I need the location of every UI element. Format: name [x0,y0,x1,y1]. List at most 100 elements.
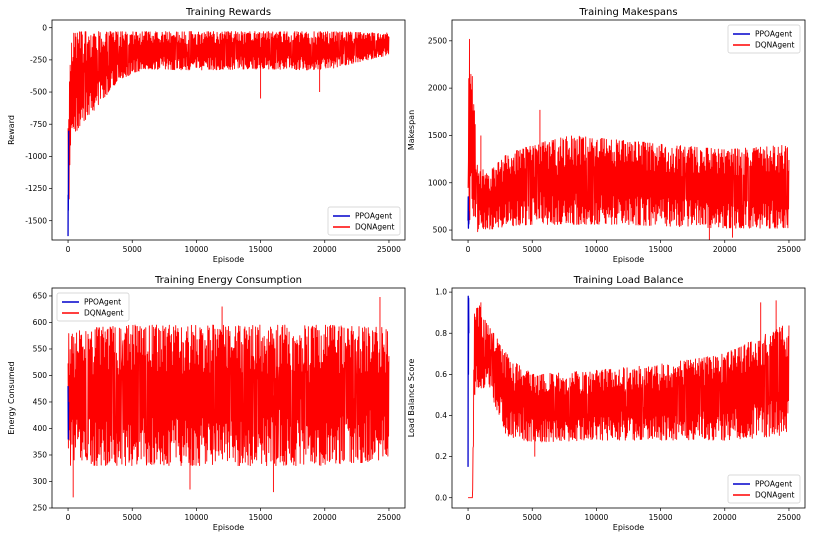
y-tick-label: 0.2 [435,452,447,461]
y-tick-label: -750 [30,120,47,129]
y-tick-label: 350 [33,451,48,460]
chart-panel-2: Training Energy Consumption Episode Energy… [7,275,406,532]
y-tick-label: 450 [33,398,48,407]
legend: PPOAgent DQNAgent [56,292,130,322]
y-axis-label: Load Balance Score [407,359,416,438]
legend: PPOAgent DQNAgent [727,24,801,54]
chart-title: Training Rewards [185,7,271,18]
y-tick-label: 1000 [428,178,447,187]
series-line-dqnagent [67,31,390,200]
y-tick-label: -500 [30,88,47,97]
legend-label: PPOAgent [84,298,121,307]
x-axis-label: Episode [613,523,644,532]
x-tick-label: 25000 [777,513,801,522]
y-tick-label: 0 [42,23,47,32]
x-tick-label: 5000 [523,513,542,522]
x-tick-label: 25000 [377,513,401,522]
x-tick-label: 0 [66,245,71,254]
y-tick-label: 500 [433,226,448,235]
series-line-dqnagent [467,300,790,499]
legend-label: DQNAgent [355,223,395,232]
x-tick-label: 5000 [523,245,542,254]
y-tick-label: -1500 [25,216,47,225]
chart-title: Training Load Balance [573,275,684,286]
legend-box [727,24,801,54]
y-tick-label: 0.4 [435,411,447,420]
x-tick-label: 20000 [713,245,737,254]
legend-label: PPOAgent [755,30,792,39]
series-line-ppoagent [467,196,470,229]
chart-panel-0: Training Rewards Episode Reward 0 5000 10000 1… [7,7,406,264]
axes-frame [451,287,806,509]
y-tick-label: 0.0 [435,493,447,502]
y-tick-label: 0.8 [435,329,447,338]
axes-frame [51,287,406,509]
legend: PPOAgent DQNAgent [327,206,401,236]
x-axis-label: Episode [213,255,244,264]
y-axis-label: Energy Consumed [7,361,16,434]
x-tick-label: 5000 [123,245,142,254]
x-tick-label: 20000 [713,513,737,522]
y-tick-label: 2500 [428,36,447,45]
y-tick-label: 300 [33,477,48,486]
y-tick-label: 500 [33,371,48,380]
legend-label: PPOAgent [755,480,792,489]
chart-title: Training Energy Consumption [154,275,302,286]
legend: PPOAgent DQNAgent [727,474,801,504]
y-tick-label: -250 [30,55,47,64]
x-tick-label: 5000 [123,513,142,522]
plot-area [67,297,390,498]
y-tick-label: 2000 [428,84,447,93]
x-tick-label: 15000 [249,245,273,254]
legend-label: DQNAgent [755,491,795,500]
legend-label: PPOAgent [355,212,392,221]
legend-box [56,292,130,322]
x-tick-label: 15000 [649,513,673,522]
series-line-ppoagent [67,130,70,237]
x-axis-label: Episode [213,523,244,532]
legend-label: DQNAgent [755,41,795,50]
x-tick-label: 20000 [313,245,337,254]
y-axis-label: Reward [7,115,16,145]
x-tick-label: 0 [466,513,471,522]
legend-box [327,206,401,236]
y-tick-label: 1500 [428,131,447,140]
axes-frame [51,19,406,241]
x-tick-label: 10000 [584,513,608,522]
series-line-ppoagent [467,295,470,467]
x-tick-label: 0 [466,245,471,254]
legend-label: DQNAgent [84,309,124,318]
series-line-ppoagent [67,386,70,440]
x-tick-label: 15000 [249,513,273,522]
y-tick-label: 400 [33,424,48,433]
plot-area [67,31,390,237]
y-tick-label: 550 [33,345,48,354]
x-tick-label: 15000 [649,245,673,254]
x-tick-label: 20000 [313,513,337,522]
y-axis-label: Makespan [407,110,416,150]
x-axis-label: Episode [613,255,644,264]
chart-title: Training Makespans [578,7,677,18]
x-tick-label: 10000 [184,245,208,254]
x-tick-label: 25000 [377,245,401,254]
x-tick-label: 0 [66,513,71,522]
series-line-dqnagent [467,38,790,240]
axes-frame [451,19,806,241]
plot-area [467,38,790,240]
chart-panel-1: Training Makespans Episode Makespan 0 5000 10… [407,7,806,264]
y-tick-label: -1000 [25,152,47,161]
x-tick-label: 25000 [777,245,801,254]
y-tick-label: 1.0 [435,288,447,297]
legend-box [727,474,801,504]
y-tick-label: 600 [33,318,48,327]
y-tick-label: 0.6 [435,370,447,379]
y-tick-label: 250 [33,504,48,513]
y-tick-label: 650 [33,292,48,301]
x-tick-label: 10000 [584,245,608,254]
plot-area [467,295,790,499]
y-tick-label: -1250 [25,184,47,193]
chart-panel-3: Training Load Balance Episode Load Balance… [407,275,806,532]
x-tick-label: 10000 [184,513,208,522]
series-line-dqnagent [67,297,390,498]
